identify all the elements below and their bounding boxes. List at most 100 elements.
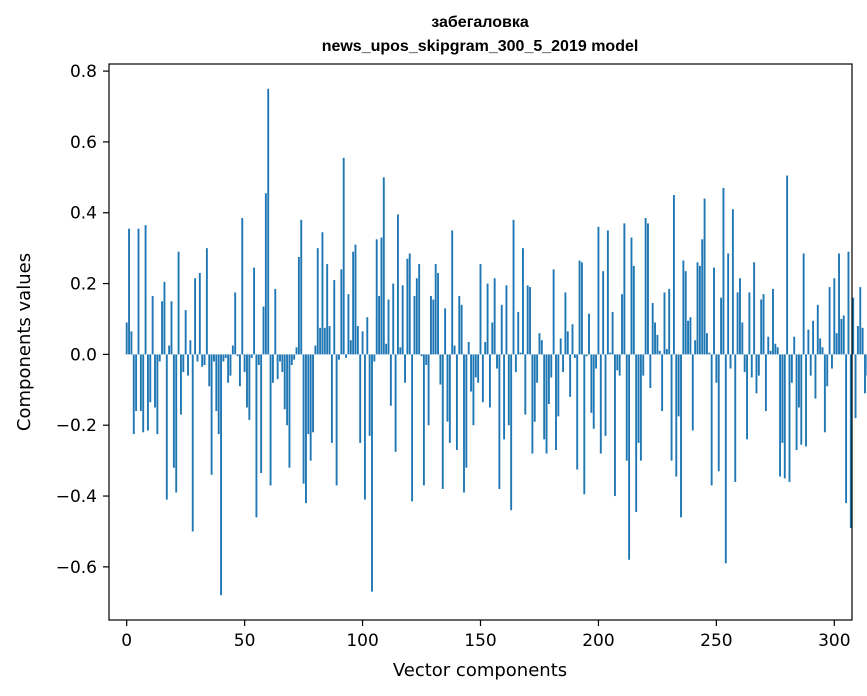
bar bbox=[415, 278, 418, 355]
bar bbox=[795, 354, 798, 451]
bar bbox=[321, 232, 324, 355]
bar bbox=[363, 354, 366, 500]
bar bbox=[557, 354, 560, 417]
bar bbox=[165, 354, 168, 500]
bar bbox=[696, 262, 699, 355]
bar bbox=[606, 230, 609, 355]
bar bbox=[793, 336, 796, 355]
bar bbox=[779, 354, 782, 477]
bar bbox=[281, 354, 284, 373]
bar bbox=[385, 343, 388, 355]
bar bbox=[656, 334, 659, 355]
bar bbox=[434, 264, 437, 355]
bar bbox=[484, 342, 487, 355]
bar bbox=[614, 354, 616, 497]
bar bbox=[262, 306, 265, 355]
y-tick-label: 0.8 bbox=[70, 62, 97, 82]
bar bbox=[411, 354, 414, 502]
bar bbox=[404, 354, 406, 383]
bar bbox=[137, 228, 140, 355]
bar bbox=[361, 331, 364, 355]
bar bbox=[198, 272, 201, 355]
bar bbox=[826, 354, 829, 387]
bar bbox=[477, 354, 480, 383]
bar bbox=[616, 354, 619, 371]
bar bbox=[276, 354, 279, 380]
bar bbox=[128, 228, 130, 355]
bar bbox=[838, 253, 840, 355]
bar bbox=[682, 260, 685, 355]
bar bbox=[831, 354, 833, 369]
bar bbox=[680, 354, 682, 518]
bar bbox=[717, 354, 720, 472]
bar bbox=[814, 354, 817, 399]
bar bbox=[208, 354, 211, 387]
bar bbox=[503, 354, 506, 440]
bar bbox=[512, 219, 515, 355]
bar bbox=[569, 354, 572, 397]
bar bbox=[352, 251, 355, 355]
bar bbox=[406, 258, 409, 355]
bar bbox=[451, 230, 454, 355]
bar bbox=[394, 354, 397, 452]
bar bbox=[196, 354, 199, 362]
bar bbox=[328, 326, 331, 355]
bar bbox=[781, 354, 784, 443]
bar bbox=[470, 354, 473, 392]
bar bbox=[300, 219, 303, 355]
bar bbox=[772, 288, 774, 355]
y-tick-label: 0.6 bbox=[70, 133, 97, 153]
bar bbox=[158, 354, 161, 362]
bar bbox=[286, 354, 289, 426]
bar bbox=[257, 354, 260, 366]
bar bbox=[677, 354, 680, 417]
bar bbox=[307, 354, 310, 435]
bar bbox=[437, 272, 439, 355]
bar bbox=[371, 354, 373, 592]
bar bbox=[493, 278, 496, 355]
bar bbox=[691, 354, 694, 431]
bar bbox=[191, 354, 194, 532]
bar bbox=[373, 354, 376, 362]
bar bbox=[658, 350, 661, 355]
bar bbox=[507, 354, 510, 426]
bar bbox=[644, 218, 647, 355]
bar bbox=[125, 322, 128, 355]
bar bbox=[741, 322, 744, 355]
bar bbox=[463, 354, 465, 493]
bar bbox=[170, 301, 173, 355]
bar bbox=[448, 354, 451, 443]
bar bbox=[231, 345, 234, 355]
bar bbox=[519, 352, 522, 355]
bar bbox=[220, 354, 222, 596]
bar bbox=[562, 354, 564, 373]
bar bbox=[805, 354, 807, 447]
bar bbox=[260, 354, 263, 474]
bar bbox=[130, 331, 133, 355]
bar bbox=[755, 354, 758, 394]
bar bbox=[290, 354, 293, 366]
bar bbox=[194, 278, 197, 355]
bar bbox=[392, 283, 395, 355]
bar bbox=[628, 354, 631, 560]
bar bbox=[378, 295, 381, 355]
bar bbox=[566, 331, 569, 355]
bar bbox=[253, 267, 256, 355]
bar bbox=[187, 354, 189, 376]
bar bbox=[760, 299, 763, 355]
bar bbox=[762, 294, 765, 355]
bar bbox=[234, 292, 237, 355]
bar bbox=[354, 244, 357, 355]
bar bbox=[753, 262, 756, 355]
bar bbox=[767, 336, 770, 355]
bar bbox=[689, 317, 692, 355]
bar bbox=[316, 248, 319, 355]
bar bbox=[330, 354, 333, 443]
bar bbox=[609, 352, 612, 355]
bar bbox=[687, 320, 690, 355]
bar bbox=[580, 262, 583, 355]
bar bbox=[246, 354, 248, 408]
bar bbox=[731, 209, 734, 355]
bar bbox=[238, 354, 241, 387]
bar bbox=[550, 354, 553, 378]
